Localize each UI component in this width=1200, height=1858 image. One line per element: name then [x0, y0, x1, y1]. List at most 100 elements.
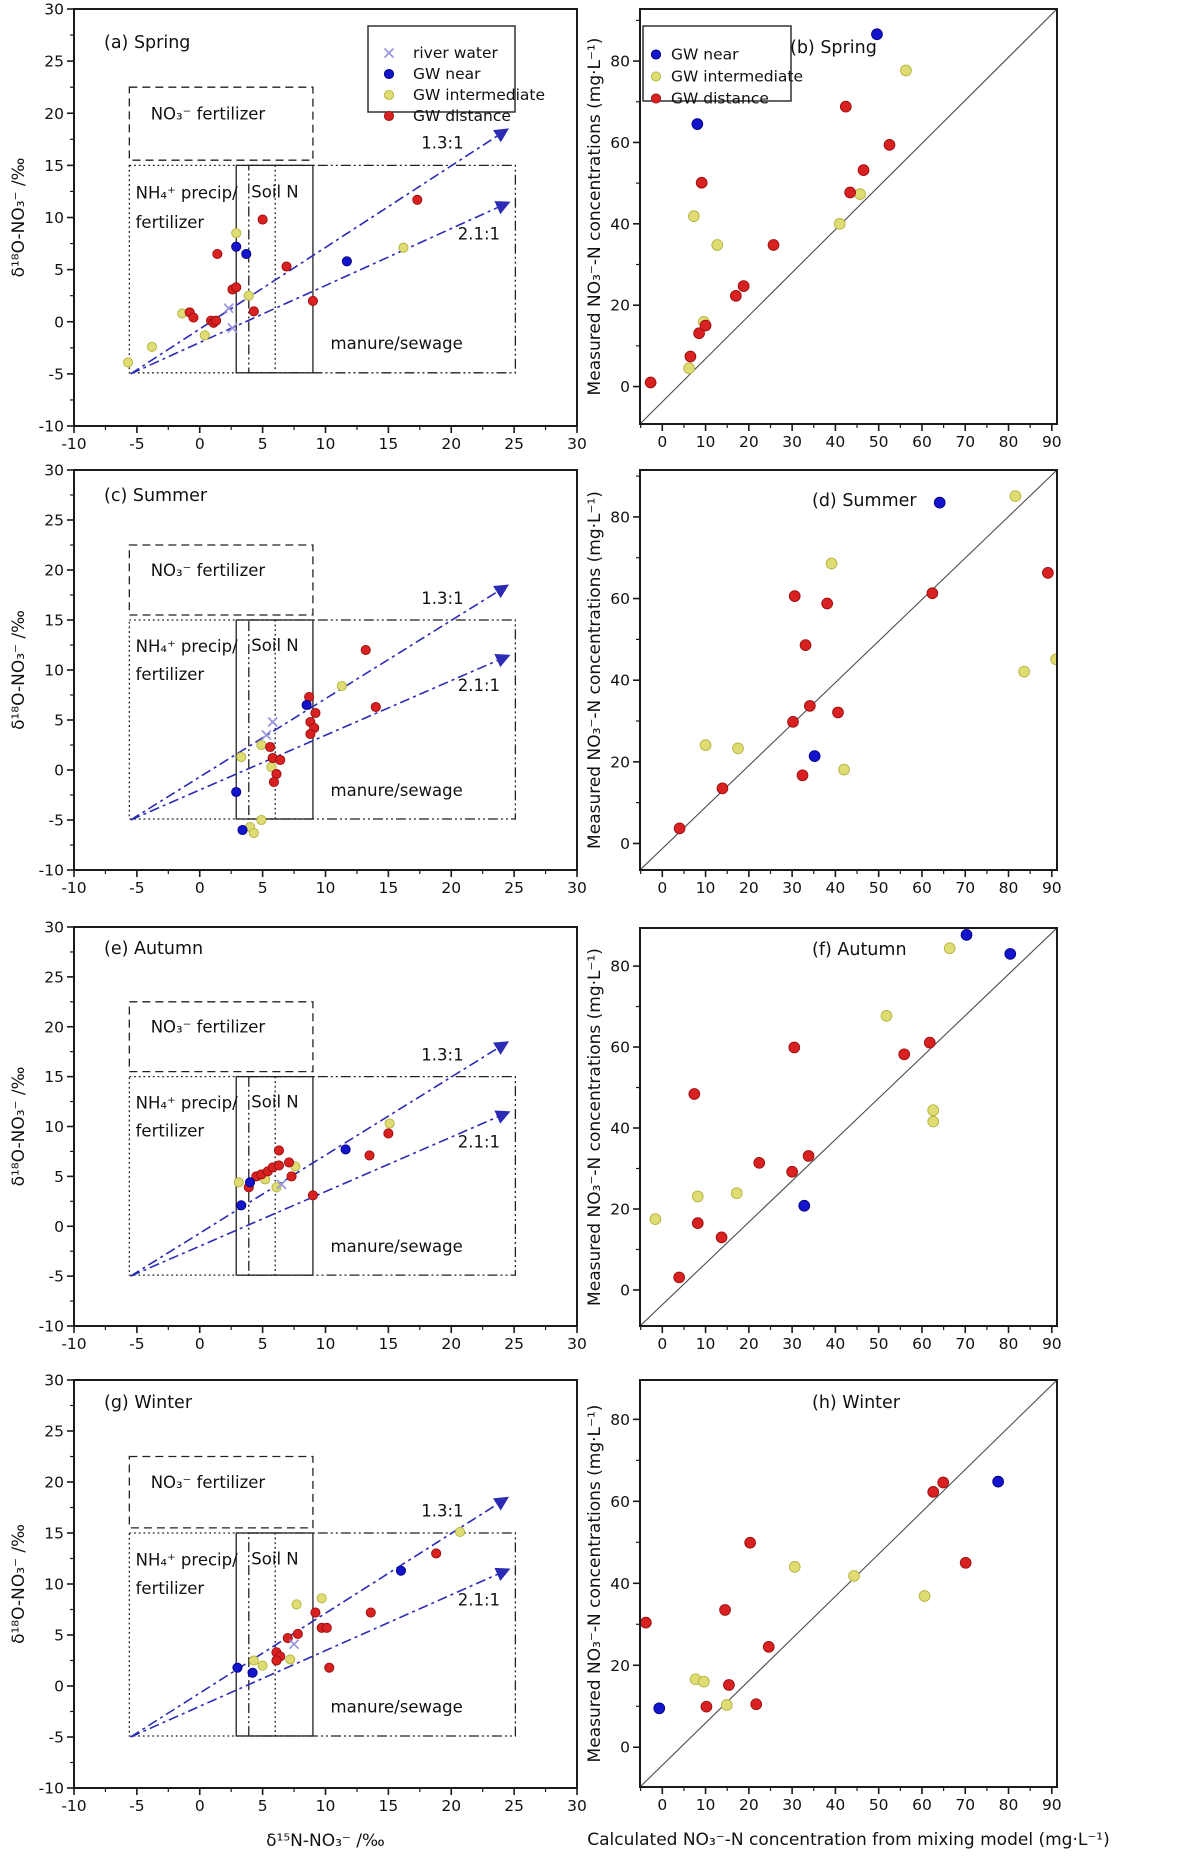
y-tick-label: 5: [54, 1627, 64, 1645]
manure-sewage-box: [248, 164, 517, 374]
x-tick-label: 15: [379, 1335, 399, 1353]
y-tick-label: 40: [610, 215, 630, 233]
x-tick-label: -5: [129, 1797, 144, 1815]
y-tick-label: 20: [610, 1200, 630, 1218]
gw-distance-point: [700, 1700, 713, 1713]
line-1.3-1: [130, 1496, 510, 1738]
panel-title-h: (h) Winter: [812, 1393, 901, 1413]
panel-title-e: (e) Autumn: [104, 939, 203, 959]
y-tick-label: 10: [44, 209, 64, 227]
gw-intermediate-point: [838, 763, 850, 776]
annotation-manure-sewage: manure/sewage: [331, 334, 463, 353]
x-tick-label: 0: [195, 435, 205, 453]
gw-intermediate-point: [720, 1699, 733, 1711]
gw-intermediate-point: [854, 188, 866, 200]
annotation-soil-n: Soil N: [251, 1093, 298, 1112]
panel-h: 0 10 20 30 40 50 60 70 80 90 0 20 40 60 80 (h) Winter Me…: [585, 1379, 1110, 1850]
x-tick-label: 90: [1042, 433, 1062, 451]
gw-distance-point: [839, 100, 852, 113]
y-tick-label: 20: [610, 1657, 630, 1675]
y-tick-label: 40: [610, 1575, 630, 1593]
line-1.3-1: [130, 128, 509, 375]
gw-distance-point: [796, 769, 809, 782]
y-tick-label: 5: [54, 261, 64, 279]
x-tick-label: 90: [1042, 1796, 1062, 1814]
gw-intermediate-point: [918, 1590, 931, 1602]
gw-distance-point: [799, 639, 812, 651]
line-2.1-1: [130, 1567, 511, 1738]
river-water-point: [227, 322, 238, 334]
gw-distance-point: [723, 1679, 735, 1691]
y-tick-label: 80: [610, 1411, 630, 1429]
gw-distance-point: [699, 319, 712, 332]
y-tick-label: 0: [54, 1678, 64, 1696]
annotation-nh-precip-: NH₄⁺ precip/: [136, 1094, 238, 1113]
annotation-nh-precip-: NH₄⁺ precip/: [136, 184, 238, 203]
x-tick-label: 10: [696, 1335, 716, 1353]
manure-sewage-box: [248, 1532, 517, 1737]
gw-near-point: [650, 49, 662, 60]
one-to-one-line: [641, 471, 1056, 869]
x-tick-label: 20: [441, 1335, 461, 1353]
gw-distance-point: [292, 1628, 303, 1640]
gw-intermediate-point: [123, 357, 134, 368]
gw-near-point: [237, 824, 248, 836]
x-tick-label: 15: [379, 1797, 399, 1815]
x-axis-title-h: Calculated NO₃⁻-N concentration from mix…: [587, 1830, 1110, 1850]
y-tick-label: 30: [44, 1372, 64, 1390]
annotation-1-3-1: 1.3:1: [421, 134, 463, 153]
y-tick-label: 20: [44, 1474, 64, 1492]
annotation-no-fertilizer: NO₃⁻ fertilizer: [151, 105, 266, 124]
x-tick-label: 60: [912, 879, 932, 897]
y-tick-label: 40: [610, 672, 630, 690]
legend-label-gw-distance: GW distance: [413, 107, 511, 125]
panel-c: NO₃⁻ fertilizer NH₄⁺ precip/fertilizer Soi…: [9, 462, 587, 898]
y-tick-label: 15: [44, 157, 64, 175]
gw-near-point: [395, 1565, 407, 1576]
gw-intermediate-point: [650, 71, 662, 82]
y-tick-label: 0: [620, 1739, 630, 1757]
panel-title-b: (b) Spring: [790, 38, 877, 58]
one-to-one-line: [641, 10, 1056, 423]
gw-intermediate-point: [146, 341, 158, 352]
x-tick-label: 60: [912, 1335, 932, 1353]
gw-intermediate-point: [336, 680, 347, 692]
y-tick-label: 20: [44, 1018, 64, 1036]
y-tick-label: 20: [610, 753, 630, 771]
gw-distance-point: [937, 1476, 950, 1489]
gw-distance-point: [307, 1190, 318, 1201]
gw-intermediate-point: [248, 827, 259, 839]
no3-fertilizer-box: [128, 1455, 314, 1529]
nh4-precip-box: [128, 1075, 276, 1276]
y-axis-title-c: δ¹⁸O-NO₃⁻ /‰: [9, 610, 29, 730]
gw-distance-point: [1042, 567, 1054, 579]
gw-distance-point: [804, 700, 816, 712]
gw-distance-point: [832, 706, 844, 719]
x-tick-label: 50: [869, 1335, 889, 1353]
panel-title-c: (c) Summer: [104, 486, 208, 506]
annotation-1-3-1: 1.3:1: [421, 1046, 463, 1065]
x-tick-label: 5: [258, 1797, 268, 1815]
panel-title-a: (a) Spring: [104, 33, 190, 53]
river-water-point: [383, 47, 395, 59]
river-water-point: [267, 716, 278, 728]
x-tick-label: 0: [657, 433, 667, 451]
panel-title-d: (d) Summer: [812, 491, 917, 511]
gw-intermediate-point: [231, 228, 242, 239]
gw-distance-point: [898, 1048, 911, 1061]
x-tick-label: 30: [782, 879, 802, 897]
gw-intermediate-point: [383, 89, 395, 101]
x-tick-label: 25: [504, 435, 524, 453]
x-axis-title-g: δ¹⁵N-NO₃⁻ /‰: [266, 1831, 385, 1851]
x-tick-label: 25: [504, 1797, 524, 1815]
gw-distance-point: [365, 1607, 376, 1618]
gw-distance-point: [257, 214, 268, 225]
gw-intermediate-point: [825, 557, 838, 570]
gw-distance-point: [788, 590, 801, 602]
y-axis-title-a: δ¹⁸O-NO₃⁻ /‰: [9, 158, 29, 278]
y-tick-label: -5: [49, 1268, 64, 1286]
y-tick-label: -10: [39, 1318, 64, 1336]
no3-fertilizer-box: [128, 1001, 314, 1073]
gw-near-point: [232, 1662, 243, 1673]
